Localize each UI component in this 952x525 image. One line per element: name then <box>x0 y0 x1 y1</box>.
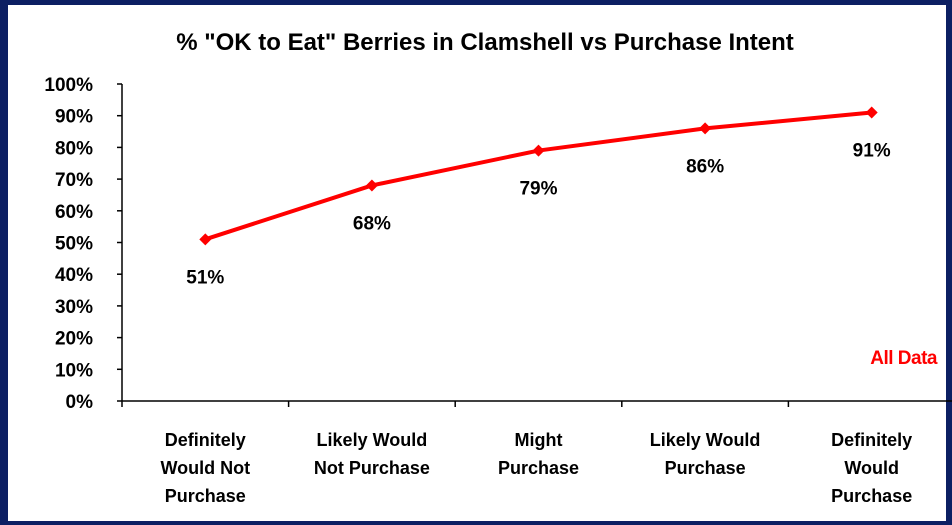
x-category-label: Definitely Would Purchase <box>831 430 912 506</box>
y-tick-label: 0% <box>66 392 94 413</box>
data-point-marker <box>532 144 545 157</box>
y-tick-label: 100% <box>44 75 93 96</box>
x-category-label: Likely Would Not Purchase <box>314 430 430 478</box>
y-tick-label: 30% <box>55 297 93 318</box>
y-tick-label: 20% <box>55 329 93 350</box>
y-tick-label: 10% <box>55 360 93 381</box>
y-tick-label: 80% <box>55 138 93 159</box>
y-tick-label: 90% <box>55 107 93 128</box>
chart-title: % "OK to Eat" Berries in Clamshell vs Pu… <box>176 29 794 56</box>
data-point-marker <box>365 179 378 192</box>
chart-axes: 0% 10% 20% 30% 40% 50% 60% 70% 80% 90% 100% Definit… <box>44 75 952 506</box>
x-category-label: Likely Would Purchase <box>650 430 761 478</box>
data-point-marker <box>699 122 712 135</box>
x-category-label: Might Purchase <box>498 430 579 478</box>
y-tick-label: 70% <box>55 170 93 191</box>
data-label: 51% <box>186 267 224 288</box>
x-category-label: Definitely Would Not Purchase <box>160 430 250 506</box>
data-point-marker <box>199 233 212 246</box>
data-labels: 51% 68% 79% 86% 91% <box>186 141 891 289</box>
series-line <box>203 110 874 242</box>
y-tick-label: 60% <box>55 202 93 223</box>
data-label: 79% <box>519 179 557 200</box>
data-label: 86% <box>686 156 724 177</box>
y-tick-label: 50% <box>55 234 93 255</box>
y-tick-label: 40% <box>55 265 93 286</box>
data-label: 91% <box>853 141 891 162</box>
data-label: 68% <box>353 213 391 234</box>
all-data-annotation: All Data <box>870 348 938 369</box>
data-point-marker <box>865 106 878 119</box>
series-line-group <box>199 106 878 246</box>
